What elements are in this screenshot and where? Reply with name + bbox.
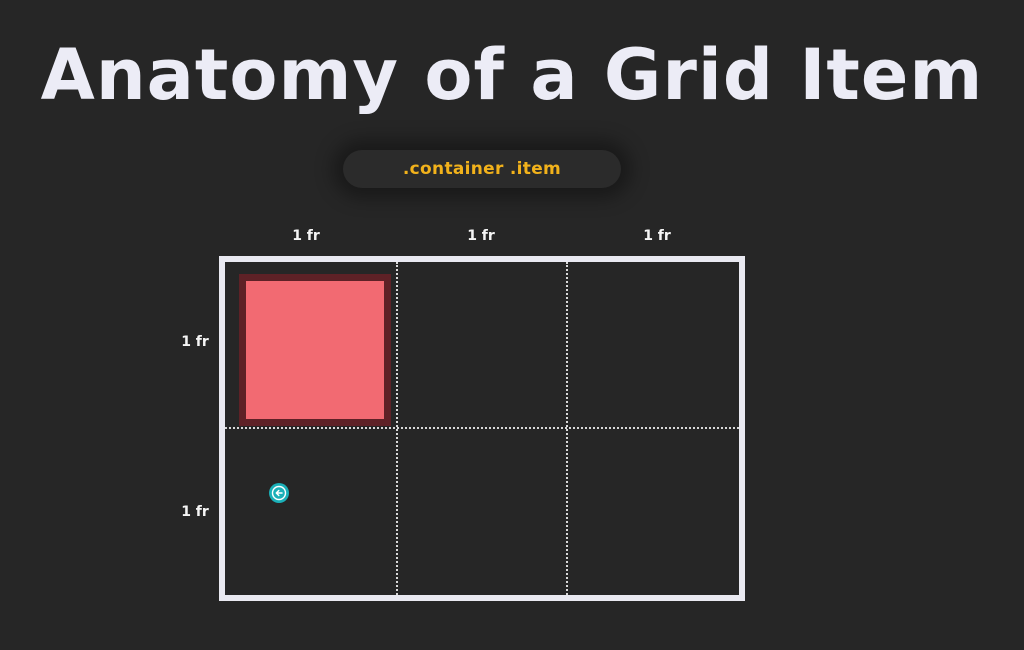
selector-label: .container .item <box>402 159 562 179</box>
grid-item[interactable] <box>239 274 391 426</box>
grid-line-row-1 <box>225 427 739 429</box>
selector-pill: .container .item <box>343 150 621 188</box>
page-title: Anatomy of a Grid Item <box>40 34 984 116</box>
column-label-1: 1 fr <box>292 228 320 244</box>
arrow-left-cursor-icon <box>269 483 289 503</box>
grid-container <box>219 256 745 601</box>
row-label-2: 1 fr <box>181 504 209 520</box>
column-label-3: 1 fr <box>643 228 671 244</box>
row-label-1: 1 fr <box>181 334 209 350</box>
column-label-2: 1 fr <box>467 228 495 244</box>
